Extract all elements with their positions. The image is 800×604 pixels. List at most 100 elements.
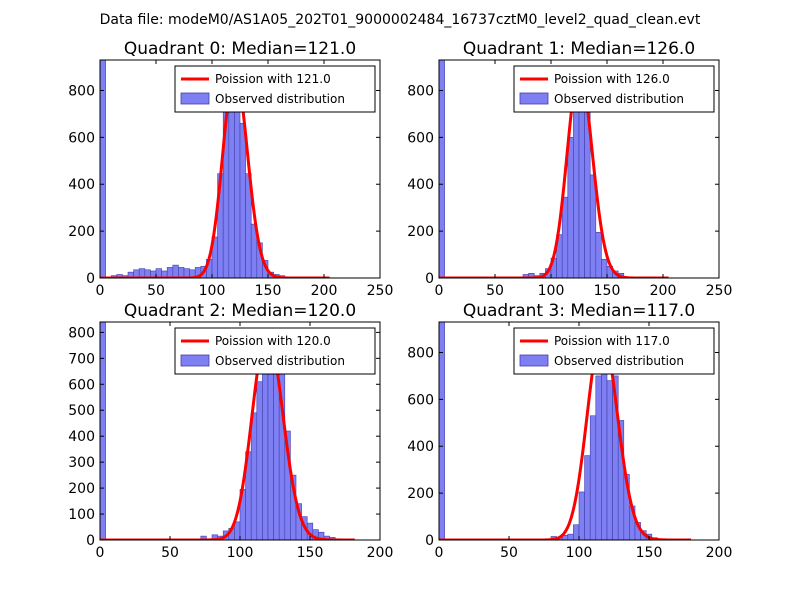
y-tick-label: 200 (68, 481, 95, 497)
plot-area (100, 60, 331, 278)
histogram-bar (239, 122, 246, 278)
legend-hist-label: Observed distribution (554, 354, 684, 368)
y-tick-label: 600 (407, 392, 434, 408)
legend-hist-swatch (519, 354, 549, 367)
x-tick-label: 150 (594, 283, 621, 299)
legend: Poission with 117.0 Observed distribution (513, 327, 715, 375)
x-tick-label: 100 (199, 283, 226, 299)
y-tick-label: 0 (86, 533, 95, 549)
legend-hist-swatch (180, 354, 210, 367)
histogram-bar (573, 83, 580, 278)
legend-box (513, 65, 715, 113)
legend-poisson-label: Poission with 126.0 (554, 72, 670, 86)
x-tick-label: 150 (297, 545, 324, 561)
subplot-quadrant-0: 0 50 100 150 200 250 0 200 400 600 800 Quadrant 0: … (68, 39, 393, 299)
y-tick-label: 600 (68, 130, 95, 146)
axes-frame (438, 59, 720, 279)
legend-poisson-label: Poission with 117.0 (554, 334, 670, 348)
y-tick-label: 800 (68, 325, 95, 341)
subplot-title: Quadrant 0: Median=121.0 (124, 39, 356, 59)
y-tick-label: 0 (86, 271, 95, 287)
histogram-bar (172, 264, 179, 278)
x-tick-label: 250 (706, 283, 733, 299)
subplot-quadrant-2: 0 50 100 150 200 0 100 200 300 400 500 600 700 800 Qua… (68, 301, 393, 561)
subplot-quadrant-3: 0 50 100 150 200 0 200 400 600 800 Quadrant 3: Med… (407, 301, 732, 561)
x-tick-label: 100 (227, 545, 254, 561)
y-tick-label: 200 (68, 224, 95, 240)
histogram-bar (606, 380, 613, 540)
histogram-bar (573, 524, 580, 540)
legend-hist-swatch (180, 92, 210, 105)
legend-poisson-label: Poission with 120.0 (215, 334, 331, 348)
histogram-bar (439, 60, 445, 278)
y-tick-label: 300 (68, 455, 95, 471)
legend-hist-label: Observed distribution (554, 92, 684, 106)
y-tick-label: 400 (68, 177, 95, 193)
histogram-bar (567, 533, 574, 540)
poisson-curve (100, 330, 356, 540)
y-tick-label: 800 (68, 83, 95, 99)
x-tick-label: 0 (96, 545, 105, 561)
histogram-bar (178, 267, 185, 278)
legend-hist-label: Observed distribution (215, 92, 345, 106)
x-tick-label: 150 (636, 545, 663, 561)
histogram-bar (100, 322, 106, 540)
y-tick-label: 700 (68, 351, 95, 367)
axes-frame (99, 59, 381, 279)
x-tick-label: 50 (500, 545, 518, 561)
x-tick-label: 200 (650, 283, 677, 299)
histogram-bar (589, 174, 597, 278)
legend: Poission with 120.0 Observed distribution (174, 327, 376, 375)
histogram-bar (584, 455, 591, 540)
x-tick-label: 100 (538, 283, 565, 299)
histogram-bar (601, 258, 608, 278)
histogram-bar (595, 375, 602, 540)
x-tick-label: 0 (435, 545, 444, 561)
legend-poisson-label: Poission with 121.0 (215, 72, 331, 86)
y-tick-label: 600 (68, 377, 95, 393)
plot-area (439, 60, 670, 278)
x-tick-label: 200 (367, 545, 394, 561)
y-tick-label: 400 (407, 439, 434, 455)
y-tick-label: 600 (407, 130, 434, 146)
histogram-bar (262, 347, 269, 540)
plot-area (439, 322, 692, 540)
x-tick-label: 50 (161, 545, 179, 561)
histogram-bar (439, 322, 445, 540)
y-tick-label: 0 (425, 271, 434, 287)
histogram-bar (166, 267, 174, 278)
figure-title: Data file: modeM0/AS1A05_202T01_90000024… (100, 12, 701, 28)
histogram-bar (234, 521, 241, 540)
subplot-quadrant-1: 0 50 100 150 200 250 0 200 400 600 800 Quadrant 1: … (407, 39, 732, 299)
histogram-bar (595, 231, 602, 278)
histogram-bar (567, 137, 574, 278)
x-tick-label: 150 (255, 283, 282, 299)
x-tick-label: 200 (706, 545, 733, 561)
x-tick-label: 200 (311, 283, 338, 299)
legend: Poission with 121.0 Observed distribution (174, 65, 376, 113)
histogram-bar (100, 60, 106, 278)
legend-hist-label: Observed distribution (215, 354, 345, 368)
y-tick-label: 0 (425, 533, 434, 549)
subplot-title: Quadrant 2: Median=120.0 (124, 301, 356, 321)
x-tick-label: 50 (147, 283, 165, 299)
x-tick-label: 250 (367, 283, 394, 299)
x-tick-label: 100 (566, 545, 593, 561)
y-tick-label: 400 (407, 177, 434, 193)
subplot-title: Quadrant 3: Median=117.0 (463, 301, 695, 321)
histogram-bar (589, 415, 597, 540)
histogram-bar (250, 412, 258, 540)
x-tick-label: 0 (435, 283, 444, 299)
histogram-bar (256, 381, 263, 540)
y-tick-label: 800 (407, 83, 434, 99)
y-tick-label: 100 (68, 507, 95, 523)
y-tick-label: 200 (407, 224, 434, 240)
x-tick-label: 0 (96, 283, 105, 299)
x-tick-label: 50 (486, 283, 504, 299)
legend-hist-swatch (519, 92, 549, 105)
y-tick-label: 400 (68, 429, 95, 445)
y-tick-label: 200 (407, 486, 434, 502)
y-tick-label: 500 (68, 403, 95, 419)
